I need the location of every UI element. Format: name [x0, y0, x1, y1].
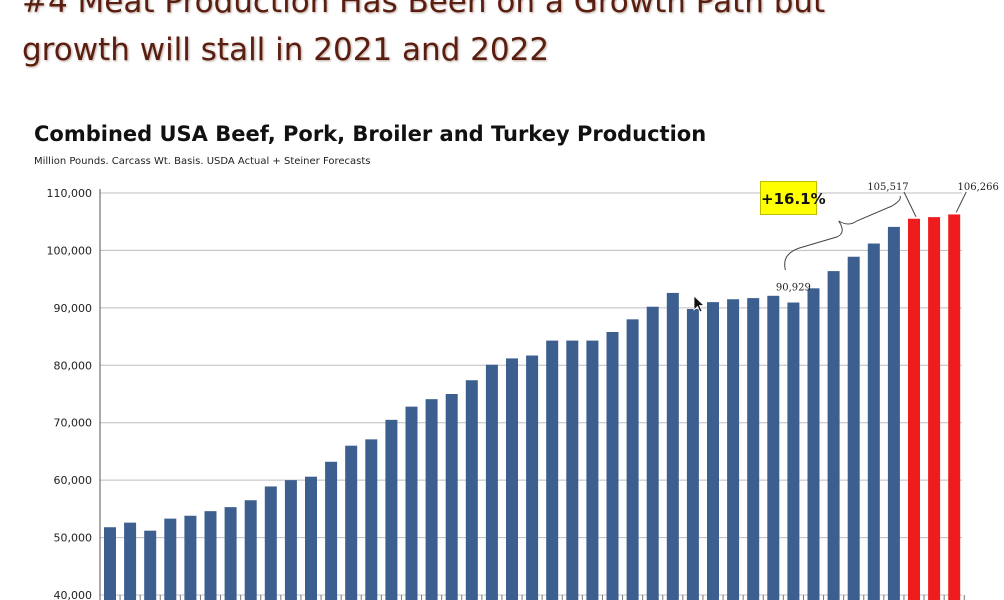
actual-bar: [124, 522, 137, 600]
actual-bar: [827, 271, 840, 600]
actual-bar: [365, 439, 378, 600]
actual-bar: [867, 243, 880, 600]
y-tick-label: 110,000: [47, 187, 93, 200]
y-tick-label: 90,000: [54, 302, 93, 315]
actual-bar: [485, 364, 498, 600]
y-tick-label: 100,000: [47, 244, 93, 257]
actual-bar: [164, 518, 177, 600]
actual-bar: [626, 319, 639, 600]
actual-bar: [666, 292, 679, 600]
actual-bar: [727, 299, 740, 600]
growth-brace: [784, 195, 901, 271]
value-label-90929: 90,929: [776, 283, 811, 294]
actual-bar: [707, 302, 719, 600]
y-tick-label: 50,000: [54, 532, 93, 545]
actual-bar: [325, 461, 338, 600]
y-tick-label: 40,000: [54, 589, 93, 600]
y-tick-label: 80,000: [54, 359, 93, 372]
forecast-bar: [928, 217, 941, 600]
actual-bar: [465, 380, 478, 600]
actual-bar: [887, 226, 900, 600]
actual-bar: [284, 480, 297, 600]
actual-bar: [144, 530, 157, 600]
chart-title: Combined USA Beef, Pork, Broiler and Tur…: [34, 122, 707, 146]
forecast-bar: [908, 218, 920, 600]
actual-bar: [586, 340, 599, 600]
actual-bar: [445, 394, 458, 600]
actual-bar: [646, 306, 659, 600]
mouse-cursor-icon: [693, 295, 705, 313]
actual-bar: [305, 476, 317, 600]
actual-bar: [425, 399, 438, 600]
actual-bar: [787, 302, 800, 600]
actual-bar: [345, 445, 358, 600]
actual-bar: [104, 527, 116, 600]
value-label-105517: 105,517: [867, 182, 908, 193]
chart-subtitle: Million Pounds. Carcass Wt. Basis. USDA …: [34, 156, 371, 167]
forecast-bar: [948, 214, 961, 600]
actual-bar: [184, 515, 197, 600]
actual-bar: [526, 355, 539, 600]
actual-bar: [747, 298, 760, 600]
actual-bar: [224, 507, 237, 600]
slide-title-line-2: growth will stall in 2021 and 2022: [22, 32, 550, 68]
slide-title-line-1: #4 Meat Production Has Been on a Growth …: [22, 0, 826, 20]
actual-bar: [807, 288, 820, 600]
slide-title: #4 Meat Production Has Been on a Growth …: [22, 0, 992, 74]
bar-chart: 40,000 50,000 60,000 70,000 80,000 90,000 100,…: [47, 182, 999, 600]
y-tick-label: 60,000: [54, 474, 93, 487]
actual-bar: [264, 486, 277, 600]
y-tick-label: 70,000: [54, 417, 93, 430]
actual-bar: [606, 331, 619, 600]
actual-bar: [204, 511, 217, 600]
actual-bar: [767, 295, 780, 600]
actual-bar: [566, 340, 579, 600]
leader-line: [903, 191, 917, 217]
actual-bar: [385, 419, 398, 600]
growth-percent-badge: +16.1%: [760, 181, 826, 215]
actual-bar: [244, 500, 257, 600]
leader-line: [955, 191, 967, 213]
actual-bar: [506, 358, 518, 600]
actual-bar: [847, 256, 860, 600]
value-label-106266: 106,266: [958, 182, 999, 193]
actual-bar: [686, 309, 699, 600]
actual-bar: [546, 340, 559, 600]
actual-bar: [405, 406, 418, 600]
